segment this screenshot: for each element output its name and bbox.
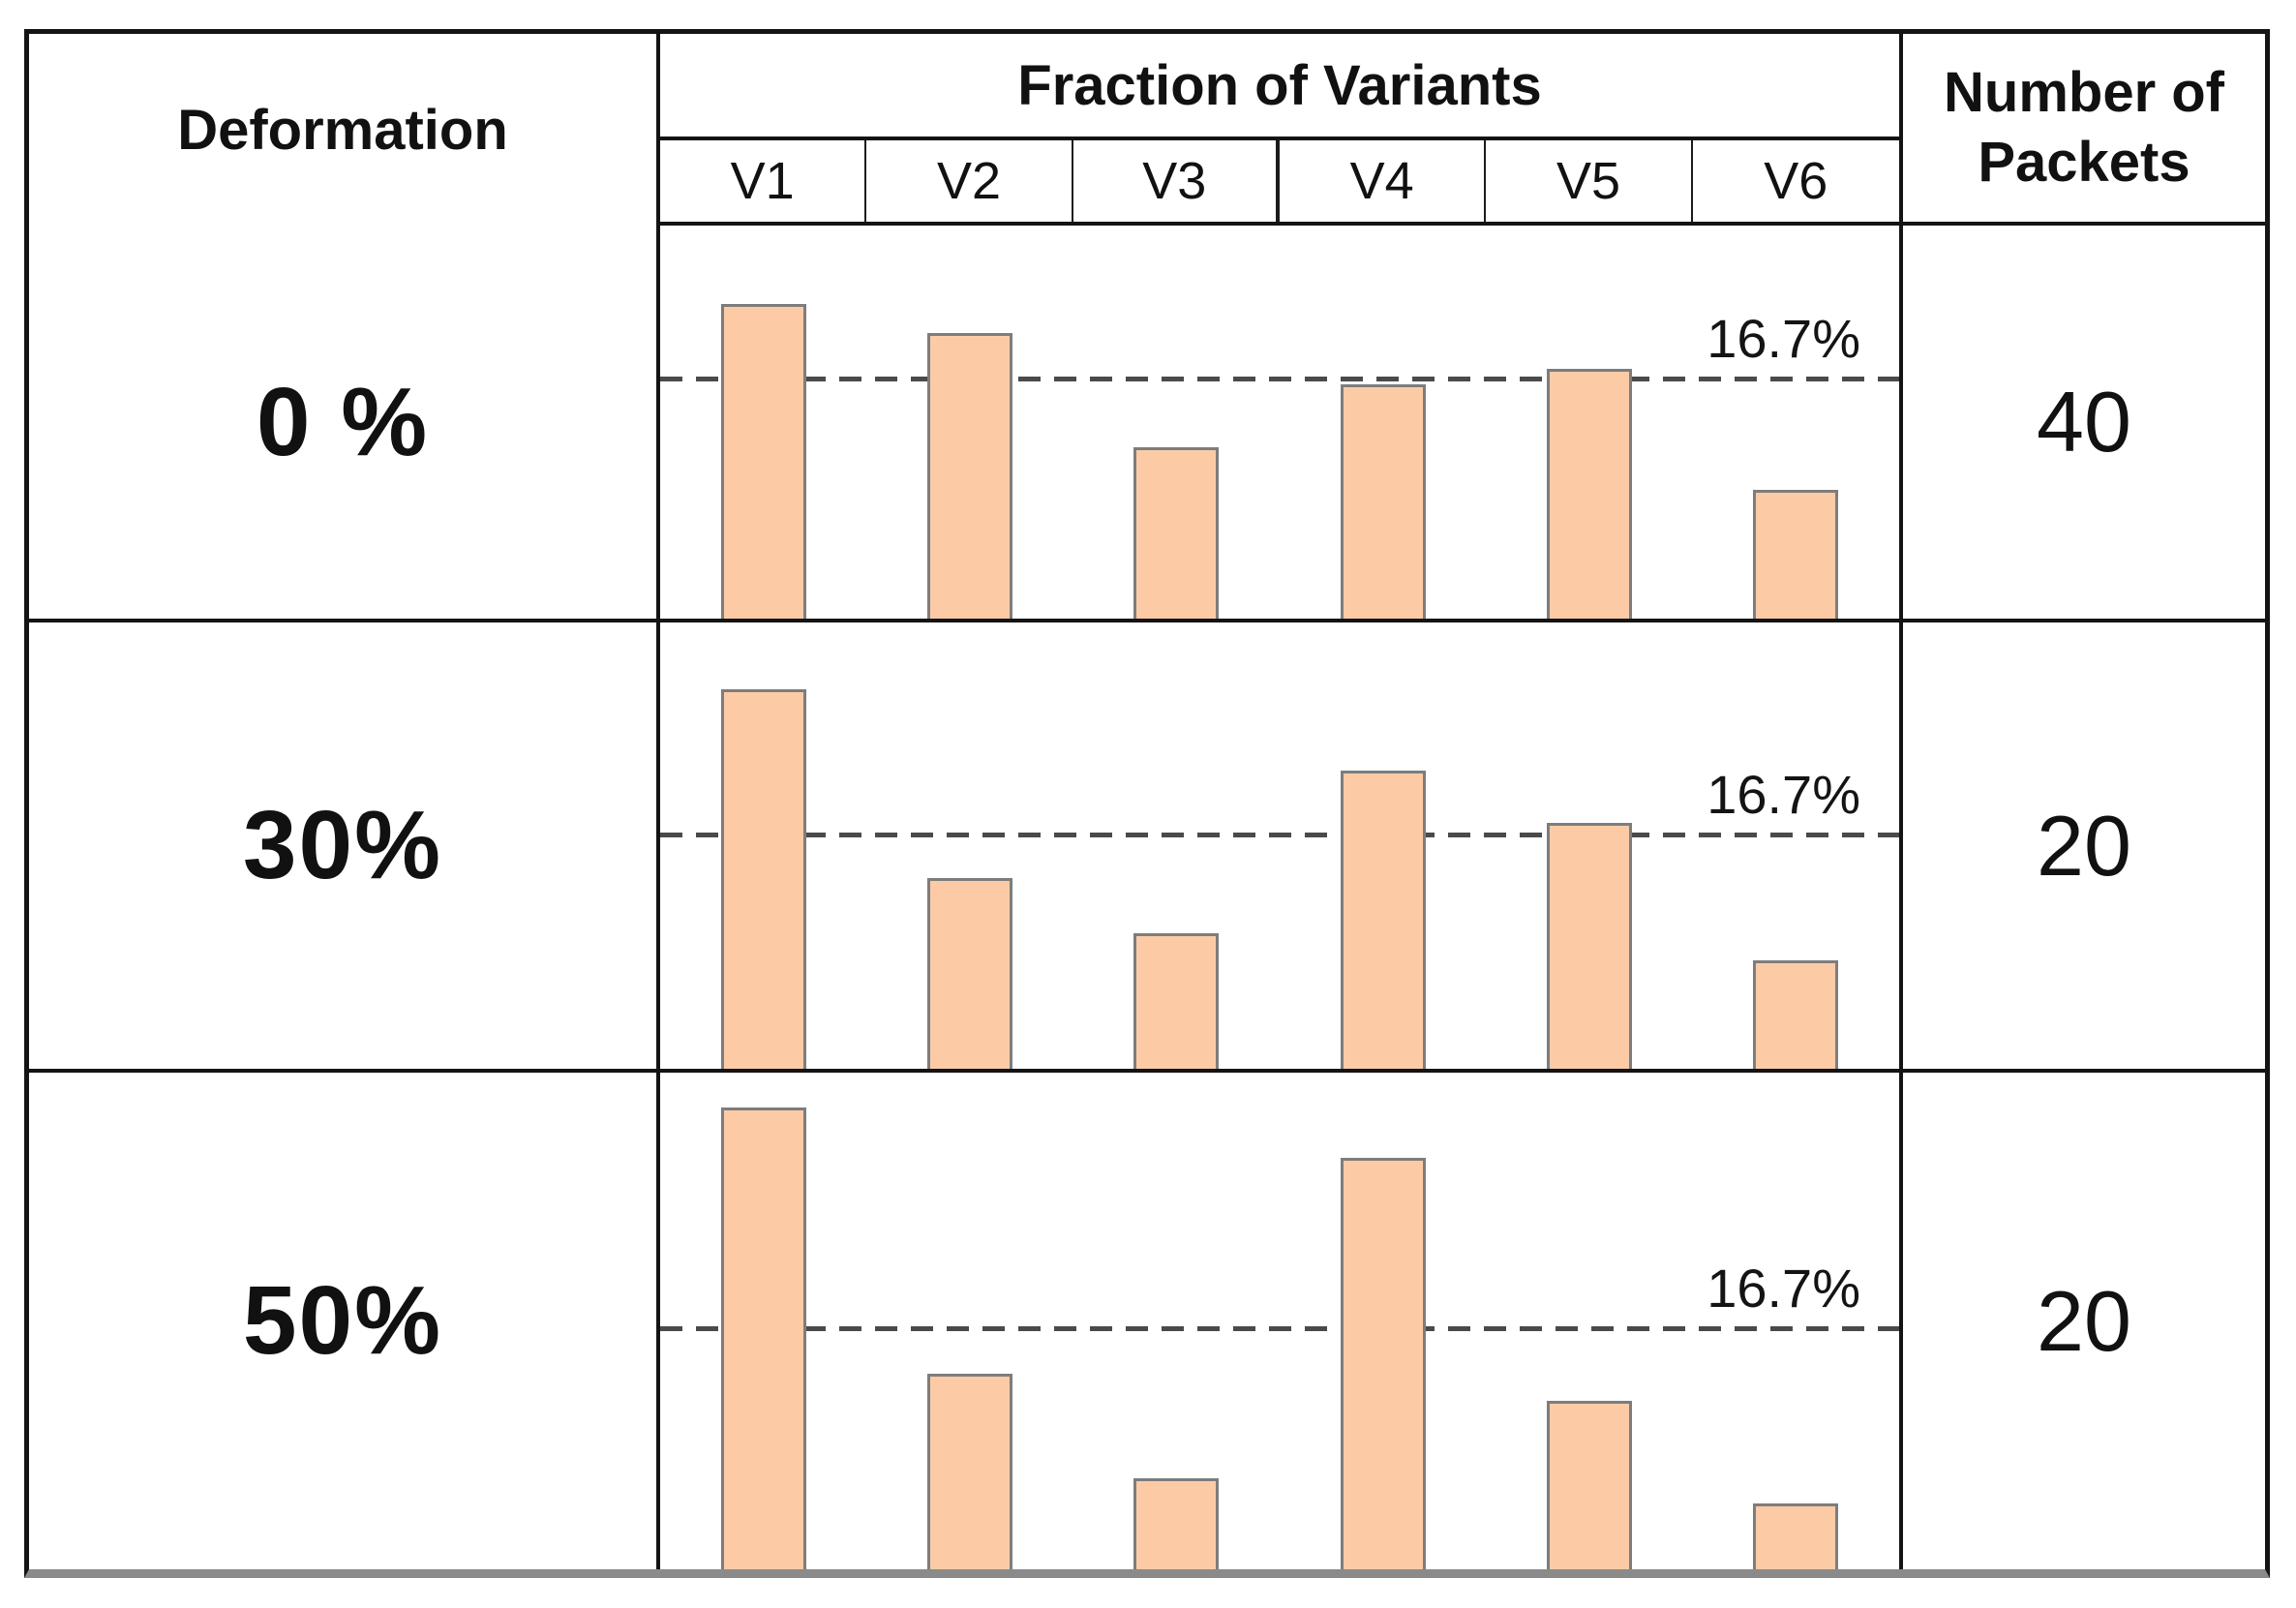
chart-cell: 16.7%	[660, 226, 1903, 622]
fraction-of-variants-header: Fraction of Variants	[660, 34, 1903, 140]
variant-subheader-row: V1 V2 V3 V4 V5 V6	[660, 140, 1903, 226]
bar-v1	[720, 689, 806, 1069]
reference-line	[660, 377, 1899, 382]
bar-v2	[927, 1373, 1012, 1569]
reference-line	[660, 1325, 1899, 1331]
bar-v5	[1547, 1401, 1632, 1569]
bar-v2	[927, 877, 1012, 1069]
chart-cell: 16.7%	[660, 1073, 1903, 1569]
chart-cell: 16.7%	[660, 622, 1903, 1073]
bar-v5	[1547, 823, 1632, 1069]
deformation-cell: 50%	[29, 1073, 660, 1569]
deformation-header: Deformation	[29, 34, 660, 226]
bar-v6	[1753, 490, 1839, 619]
bar-v4	[1340, 770, 1426, 1069]
reference-line	[660, 833, 1899, 838]
packets-cell: 20	[1903, 622, 2265, 1073]
variant-column-header-v6: V6	[1764, 152, 1828, 210]
deformation-cell: 30%	[29, 622, 660, 1073]
bar-v3	[1133, 1478, 1220, 1569]
bar-v4	[1340, 1157, 1426, 1569]
variant-column-header-v3: V3	[1073, 140, 1280, 222]
deformation-cell: 0 %	[29, 226, 660, 622]
packets-cell: 20	[2037, 1272, 2131, 1369]
bar-v6	[1753, 959, 1839, 1069]
variant-column-header-v4: V4	[1280, 140, 1487, 222]
reference-line-label: 16.7%	[1707, 764, 1860, 826]
bar-v5	[1547, 368, 1632, 619]
bar-v1	[720, 1107, 806, 1569]
bar-v1	[720, 304, 806, 619]
bar-v3	[1133, 933, 1220, 1069]
number-of-packets-header: Number of Packets	[1903, 34, 2265, 226]
reference-line-label: 16.7%	[1707, 1257, 1860, 1319]
variant-column-header-v5: V5	[1486, 140, 1693, 222]
variants-table: Deformation Fraction of Variants V1 V2 V…	[24, 29, 2270, 1578]
bar-v6	[1753, 1502, 1839, 1569]
variant-column-header-v2: V2	[866, 140, 1073, 222]
packets-cell: 40	[1903, 226, 2265, 622]
reference-line-label: 16.7%	[1707, 308, 1860, 370]
bar-v2	[927, 332, 1012, 619]
variant-column-header-v1: V1	[660, 140, 867, 222]
bar-v4	[1340, 383, 1426, 619]
bar-v3	[1133, 446, 1220, 619]
